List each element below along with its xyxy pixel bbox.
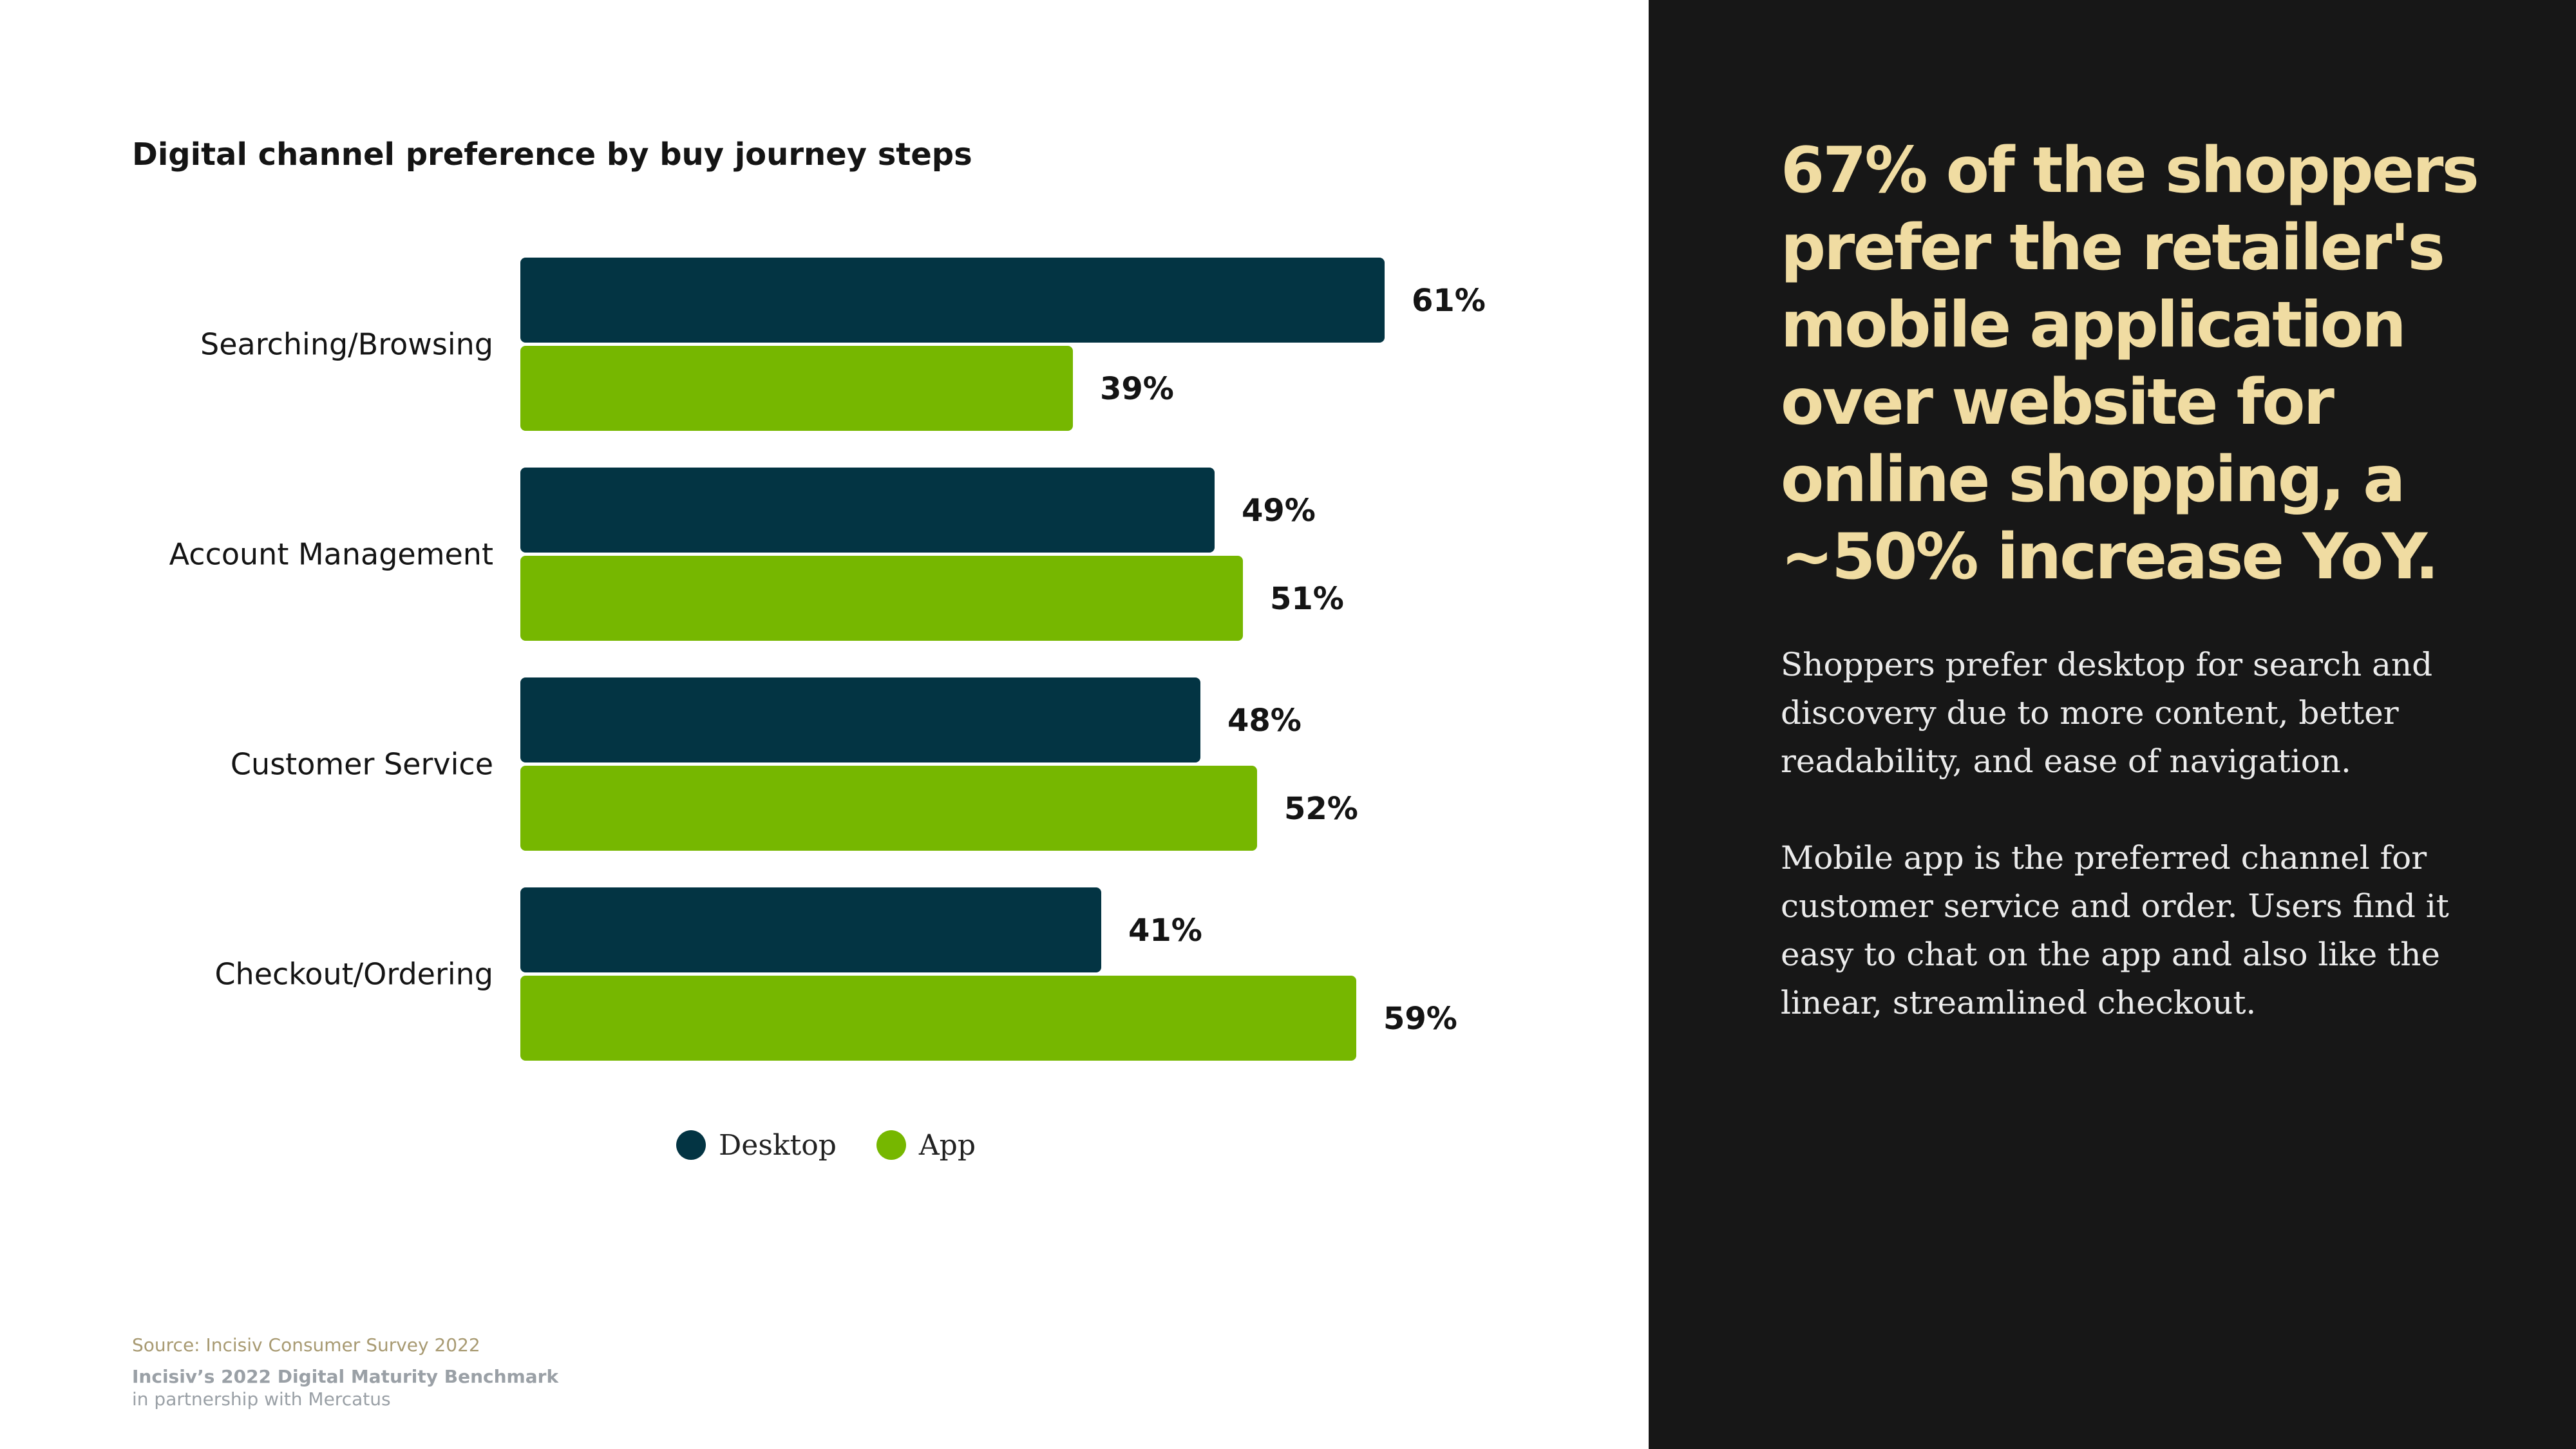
insight-panel	[1649, 0, 2576, 1449]
value-label-app-account-management: 51%	[1270, 581, 1344, 617]
bar-chart: Searching/Browsing 61% 39% Account Manageme…	[169, 258, 1486, 1061]
legend-swatch-app	[876, 1130, 906, 1160]
bar-desktop-checkout-ordering	[520, 887, 1101, 972]
insight-headline: 67% of the shoppers prefer the retailer'…	[1781, 134, 2479, 594]
category-label-checkout-ordering: Checkout/Ordering	[214, 957, 493, 992]
bar-app-searching-browsing	[520, 346, 1073, 431]
value-label-app-searching-browsing: 39%	[1100, 371, 1174, 407]
footer: Source: Incisiv Consumer Survey 2022 Inc…	[132, 1334, 558, 1410]
bar-app-customer-service	[520, 766, 1257, 851]
legend-item-app: App	[876, 1129, 976, 1162]
category-label-searching-browsing: Searching/Browsing	[200, 327, 493, 362]
chart-title: Digital channel preference by buy journe…	[132, 137, 972, 173]
footer-benchmark: Incisiv’s 2022 Digital Maturity Benchmar…	[132, 1366, 559, 1387]
footer-source: Source: Incisiv Consumer Survey 2022	[132, 1334, 480, 1356]
footer-partner: in partnership with Mercatus	[132, 1388, 391, 1410]
value-label-desktop-customer-service: 48%	[1227, 703, 1302, 739]
insight-paragraph-2: Mobile app is the preferred channel for …	[1781, 839, 2449, 1021]
value-label-app-checkout-ordering: 59%	[1383, 1001, 1457, 1037]
bar-app-account-management	[520, 556, 1243, 641]
bar-desktop-customer-service	[520, 677, 1200, 762]
value-label-desktop-account-management: 49%	[1242, 493, 1316, 529]
chart-panel: Digital channel preference by buy journe…	[132, 137, 1486, 1410]
value-label-desktop-searching-browsing: 61%	[1412, 283, 1486, 319]
value-label-app-customer-service: 52%	[1284, 791, 1358, 827]
bar-desktop-searching-browsing	[520, 258, 1385, 343]
bar-desktop-account-management	[520, 468, 1215, 553]
legend-label-app: App	[918, 1128, 976, 1162]
category-label-customer-service: Customer Service	[231, 747, 493, 782]
legend-item-desktop: Desktop	[676, 1129, 837, 1162]
value-label-desktop-checkout-ordering: 41%	[1128, 913, 1202, 949]
insight-paragraph-1: Shoppers prefer desktop for search and d…	[1781, 646, 2433, 780]
chart-legend: Desktop App	[676, 1124, 1016, 1166]
category-label-account-management: Account Management	[169, 537, 493, 572]
legend-label-desktop: Desktop	[719, 1128, 837, 1162]
legend-swatch-desktop	[676, 1130, 706, 1160]
bar-app-checkout-ordering	[520, 976, 1356, 1061]
